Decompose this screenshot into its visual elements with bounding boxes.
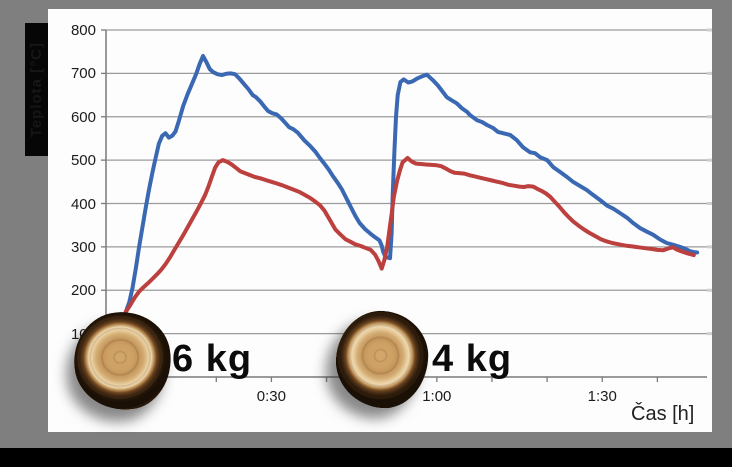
series-line-red [123, 156, 696, 314]
series-line-blue [123, 54, 700, 314]
x-axis-title: Čas [h] [631, 403, 695, 425]
y-axis-title-strip: Teplota [°C] [25, 23, 48, 156]
x-tick-label: 1:30 [587, 388, 617, 405]
y-tick-label: 600 [70, 108, 96, 126]
x-tick-label: 1:00 [422, 388, 452, 405]
weight-label-4kg: 4 kg [432, 338, 513, 380]
y-tick-label: 300 [70, 238, 96, 256]
y-axis-title: Teplota [°C] [28, 41, 45, 138]
y-tick-label: 400 [70, 195, 96, 213]
slide-background: 800700600500400300200100 0:301:001:30 Ča… [0, 0, 732, 448]
x-tick-label: 0:30 [256, 388, 286, 405]
y-tick-label: 700 [70, 65, 96, 83]
y-tick-label: 800 [70, 22, 96, 39]
y-tick-label: 500 [70, 152, 96, 170]
y-tick-label: 200 [70, 282, 96, 300]
weight-label-6kg: 6 kg [172, 338, 253, 380]
